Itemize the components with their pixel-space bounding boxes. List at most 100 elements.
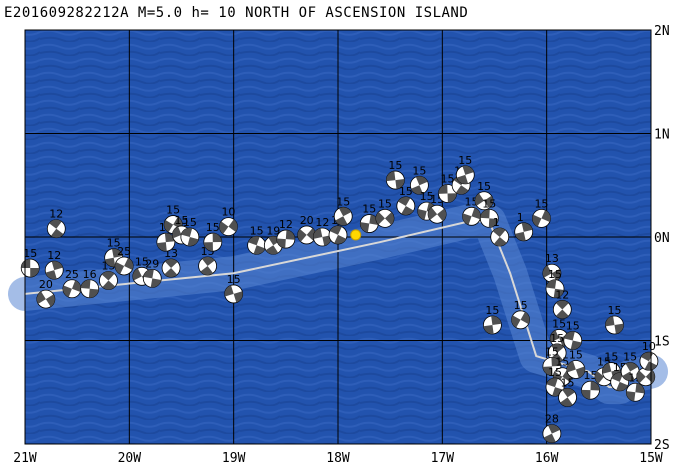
mechanism-depth-label: 13 — [545, 252, 559, 265]
mechanism-depth-label: 12 — [555, 288, 569, 301]
mechanism-depth-label: 15 — [561, 376, 575, 389]
mechanism-compression-quadrant — [36, 291, 55, 307]
mechanism-depth-label: 15 — [607, 304, 621, 317]
mechanism-compression-quadrant — [375, 211, 394, 225]
mechanism-depth-label: 15 — [362, 203, 376, 216]
mechanism-depth-label: 12 — [49, 208, 63, 221]
mechanism-depth-label: 15 — [623, 351, 637, 364]
mechanism-compression-quadrant — [453, 176, 469, 195]
focal-mechanisms: 1512122520161515251529131515151515151015… — [20, 154, 659, 444]
longitude-tick-label: 16W — [535, 451, 559, 466]
mechanism-compression-quadrant — [480, 209, 499, 228]
focal-mechanism: 15 — [479, 197, 499, 228]
mechanism-depth-label: 15 — [166, 204, 180, 217]
mechanism-compression-quadrant — [475, 193, 494, 209]
mechanism-depth-label: 15 — [555, 356, 569, 369]
mechanism-depth-label: 15 — [250, 224, 264, 237]
focal-mechanism: 15 — [247, 224, 267, 255]
focal-mechanism: 15 — [203, 221, 223, 252]
focal-mechanism: 15 — [20, 247, 40, 278]
mechanism-compression-quadrant — [104, 248, 123, 267]
map-title: E201609282212A M=5.0 h= 10 NORTH OF ASCE… — [4, 5, 469, 21]
mechanism-compression-quadrant — [335, 207, 352, 226]
focal-mechanism: 15 — [438, 173, 457, 203]
longitude-tick-label: 21W — [13, 451, 37, 466]
mechanism-depth-label: 25 — [65, 268, 79, 281]
event-marker-layer — [350, 229, 362, 241]
longitude-tick-label: 20W — [118, 451, 142, 466]
mechanism-compression-quadrant — [428, 207, 447, 222]
mechanism-compression-quadrant — [640, 352, 657, 371]
focal-mechanism: 1 — [490, 216, 510, 247]
focal-mechanism: 15 — [359, 203, 379, 233]
mechanism-compression-quadrant — [329, 225, 347, 244]
mechanism-depth-label: 15 — [378, 197, 392, 210]
mechanism-depth-label: 15 — [107, 237, 121, 250]
mechanism-depth-label: 15 — [548, 268, 562, 281]
mechanism-depth-label: 15 — [336, 195, 350, 208]
mechanism-compression-quadrant — [417, 202, 436, 220]
mechanism-compression-quadrant — [605, 316, 624, 334]
mechanism-compression-quadrant — [546, 279, 564, 298]
mechanism-depth-label: 15 — [183, 216, 197, 229]
mechanism-compression-quadrant — [21, 259, 40, 278]
focal-mechanism: 15 — [99, 259, 118, 290]
focal-mechanism: 13 — [161, 247, 181, 278]
mechanism-depth-label: 15 — [482, 197, 496, 210]
mechanism-depth-label: 15 — [566, 320, 580, 333]
mechanism-compression-quadrant — [101, 271, 116, 290]
mechanism-depth-label: 15 — [135, 255, 149, 268]
focal-mechanism: 15 — [455, 154, 475, 185]
focal-mechanism: 15 — [532, 197, 551, 228]
mechanism-compression-quadrant — [386, 171, 405, 190]
mechanism-compression-quadrant — [115, 257, 134, 275]
mechanism-compression-quadrant — [200, 257, 215, 275]
mechanism-compression-quadrant — [49, 219, 64, 238]
mechanism-compression-quadrant — [360, 214, 379, 233]
longitude-tick-label: 15W — [639, 451, 663, 466]
mechanism-compression-quadrant — [276, 230, 295, 249]
latitude-tick-label: 2S — [654, 438, 670, 453]
focal-mechanism: 20 — [297, 214, 317, 245]
focal-mechanism: 15 — [511, 299, 530, 330]
latitude-tick-label: 0N — [654, 231, 670, 246]
mechanism-compression-quadrant — [203, 233, 222, 252]
longitude-tick-label: 18W — [326, 451, 350, 466]
mechanism-depth-label: 12 — [279, 218, 293, 231]
mechanism-depth-label: 10 — [221, 206, 235, 219]
mechanism-compression-quadrant — [462, 207, 481, 225]
focal-mechanism: 15 — [409, 164, 429, 195]
map-frame — [24, 29, 652, 445]
focal-mechanism: 15 — [620, 351, 640, 381]
mechanism-depth-label: 29 — [145, 257, 159, 270]
mechanism-depth-label: 15 — [552, 317, 566, 330]
focal-mechanism: 25 — [62, 268, 82, 299]
mechanism-compression-quadrant — [297, 228, 316, 242]
mechanism-compression-quadrant — [560, 388, 575, 407]
mechanism-depth-label: 15 — [569, 348, 583, 361]
focal-mechanism: 15 — [224, 273, 244, 304]
focal-mechanism: 15 — [566, 348, 586, 379]
mechanism-depth-label: 15 — [485, 304, 499, 317]
focal-mechanism: 15 — [605, 304, 624, 335]
focal-mechanism: 29 — [142, 257, 162, 288]
mechanism-compression-quadrant — [313, 228, 332, 246]
latitude-tick-label: 1S — [654, 335, 670, 350]
mechanism-depth-label: 15 — [206, 221, 220, 234]
mechanism-compression-quadrant — [514, 222, 533, 241]
longitude-tick-label: 17W — [431, 451, 455, 466]
focal-mechanism: 10 — [219, 206, 238, 237]
mechanism-compression-quadrant — [156, 233, 175, 252]
mechanism-depth-label: 15 — [514, 299, 528, 312]
mechanism-compression-quadrant — [566, 360, 585, 378]
mechanism-depth-label: 10 — [642, 340, 656, 353]
mechanism-compression-quadrant — [555, 300, 569, 319]
mechanism-depth-label: 28 — [545, 413, 559, 426]
mechanism-depth-label: 19 — [266, 224, 280, 237]
focal-mechanism: 20 — [36, 278, 56, 309]
focal-mechanism: 12 — [46, 208, 66, 239]
mechanism-depth-label: 15 — [388, 159, 402, 172]
mechanism-depth-label: 1 — [517, 211, 524, 224]
mechanism-compression-quadrant — [492, 228, 507, 246]
mechanism-compression-quadrant — [248, 236, 266, 255]
